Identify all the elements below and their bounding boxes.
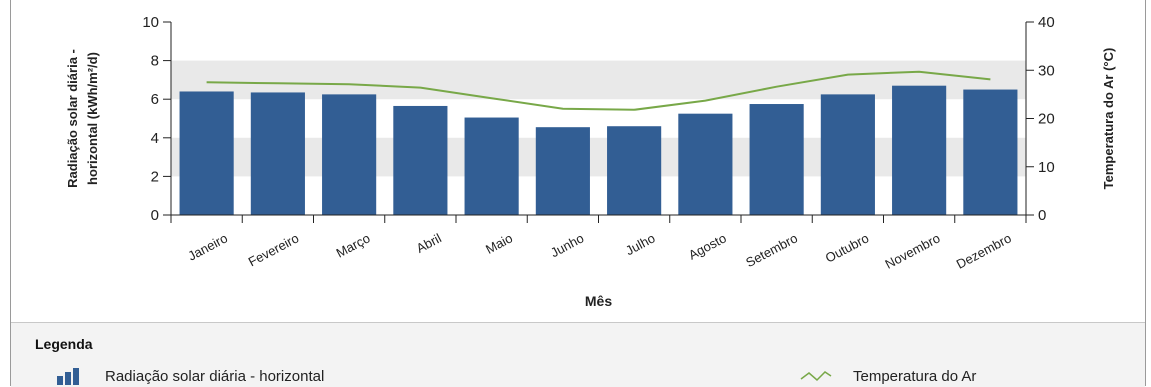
x-tick-label-maio: Maio — [483, 230, 515, 256]
x-tick-label-janeiro: Janeiro — [185, 230, 230, 263]
y-right-tick-label: 0 — [1038, 207, 1046, 224]
x-axis-title: Mês — [585, 293, 612, 309]
combo-chart: 0 2 4 6 8 10 0 10 20 30 40 Janeiro Fevereiro Março Abr… — [65, 14, 1116, 309]
x-tick-label-dezembro: Dezembro — [954, 230, 1014, 271]
bar-março — [322, 94, 377, 215]
bar-chart-icon — [57, 368, 79, 385]
line-chart-icon — [800, 371, 832, 382]
bar-dezembro — [963, 89, 1018, 215]
y-right-tick-label: 20 — [1038, 111, 1055, 128]
bar-fevereiro — [250, 92, 305, 215]
bar-julho — [607, 126, 662, 215]
y-right-tick-label: 40 — [1038, 14, 1055, 31]
y-axis-left-title-line2: horizontal (kWh/m²/d) — [85, 52, 100, 185]
grid-band — [171, 60, 1026, 100]
legend-label-temperature: Temperatura do Ar — [853, 367, 977, 385]
y-axis-left-title-line1: Radiação solar diária - — [65, 49, 80, 188]
x-tick-label-junho: Junho — [548, 230, 586, 260]
y-left-tick-label: 2 — [151, 168, 159, 185]
bar-abril — [393, 105, 448, 215]
legend-label-radiation: Radiação solar diária - horizontal — [105, 367, 325, 385]
y-axis-right-title: Temperatura do Ar (°C) — [1101, 48, 1116, 190]
y-left-tick-label: 10 — [142, 14, 159, 31]
temperature-line — [206, 70, 991, 111]
y-left-tick-label: 0 — [151, 207, 159, 224]
y-right-tick-label: 10 — [1038, 159, 1055, 176]
x-tick-label-fevereiro: Fevereiro — [246, 230, 302, 269]
bar-outubro — [820, 94, 875, 215]
y-left-tick-label: 4 — [151, 130, 159, 147]
x-tick-label-agosto: Agosto — [686, 230, 729, 262]
x-tick-label-julho: Julho — [623, 230, 657, 258]
x-tick-label-abril: Abril — [414, 230, 444, 256]
y-left-tick-label: 6 — [151, 91, 159, 108]
bar-maio — [464, 117, 519, 215]
bar-setembro — [749, 104, 804, 215]
legend-item-temperature: Temperatura do Ar — [799, 367, 976, 385]
y-right-tick-label: 30 — [1038, 62, 1055, 79]
bar-junho — [535, 127, 590, 215]
x-tick-label-outubro: Outubro — [823, 230, 872, 265]
x-tick-label-setembro: Setembro — [743, 230, 800, 270]
legend-item-radiation: Radiação solar diária - horizontal — [55, 367, 324, 385]
x-tick-label-novembro: Novembro — [883, 230, 943, 271]
y-left-tick-label: 8 — [151, 53, 159, 70]
x-tick-label-março: Março — [334, 230, 373, 260]
legend-title: Legenda — [35, 336, 93, 352]
legend: Legenda Radiação solar diária - horizont… — [11, 322, 1145, 387]
grid-band — [171, 137, 1026, 177]
bar-janeiro — [179, 91, 234, 215]
chart-panel: 0 2 4 6 8 10 0 10 20 30 40 Janeiro Fevereiro Março Abr… — [10, 0, 1146, 387]
bar-novembro — [892, 85, 947, 215]
bar-agosto — [678, 113, 733, 215]
